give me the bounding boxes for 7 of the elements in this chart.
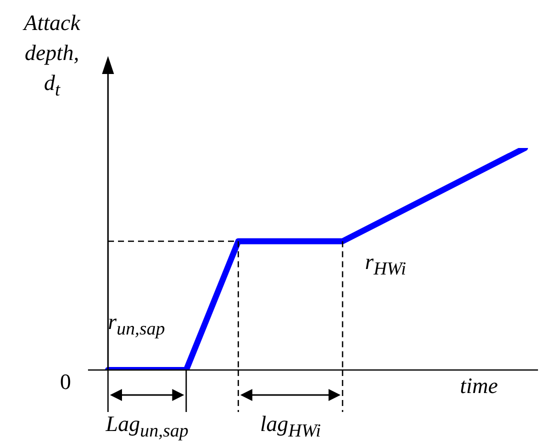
text: Lag$_{un,sap}$ bbox=[106, 411, 188, 442]
text: lag$_{HWi}$ bbox=[260, 411, 321, 442]
y-axis-title: Attack depth, d$_{t}$ bbox=[22, 9, 82, 102]
annotation: r$_{un,sap}$ bbox=[108, 309, 165, 340]
x-axis-title: time bbox=[460, 373, 498, 398]
text: 0 bbox=[60, 369, 71, 394]
annotation: r$_{HWi}$ bbox=[365, 249, 406, 280]
